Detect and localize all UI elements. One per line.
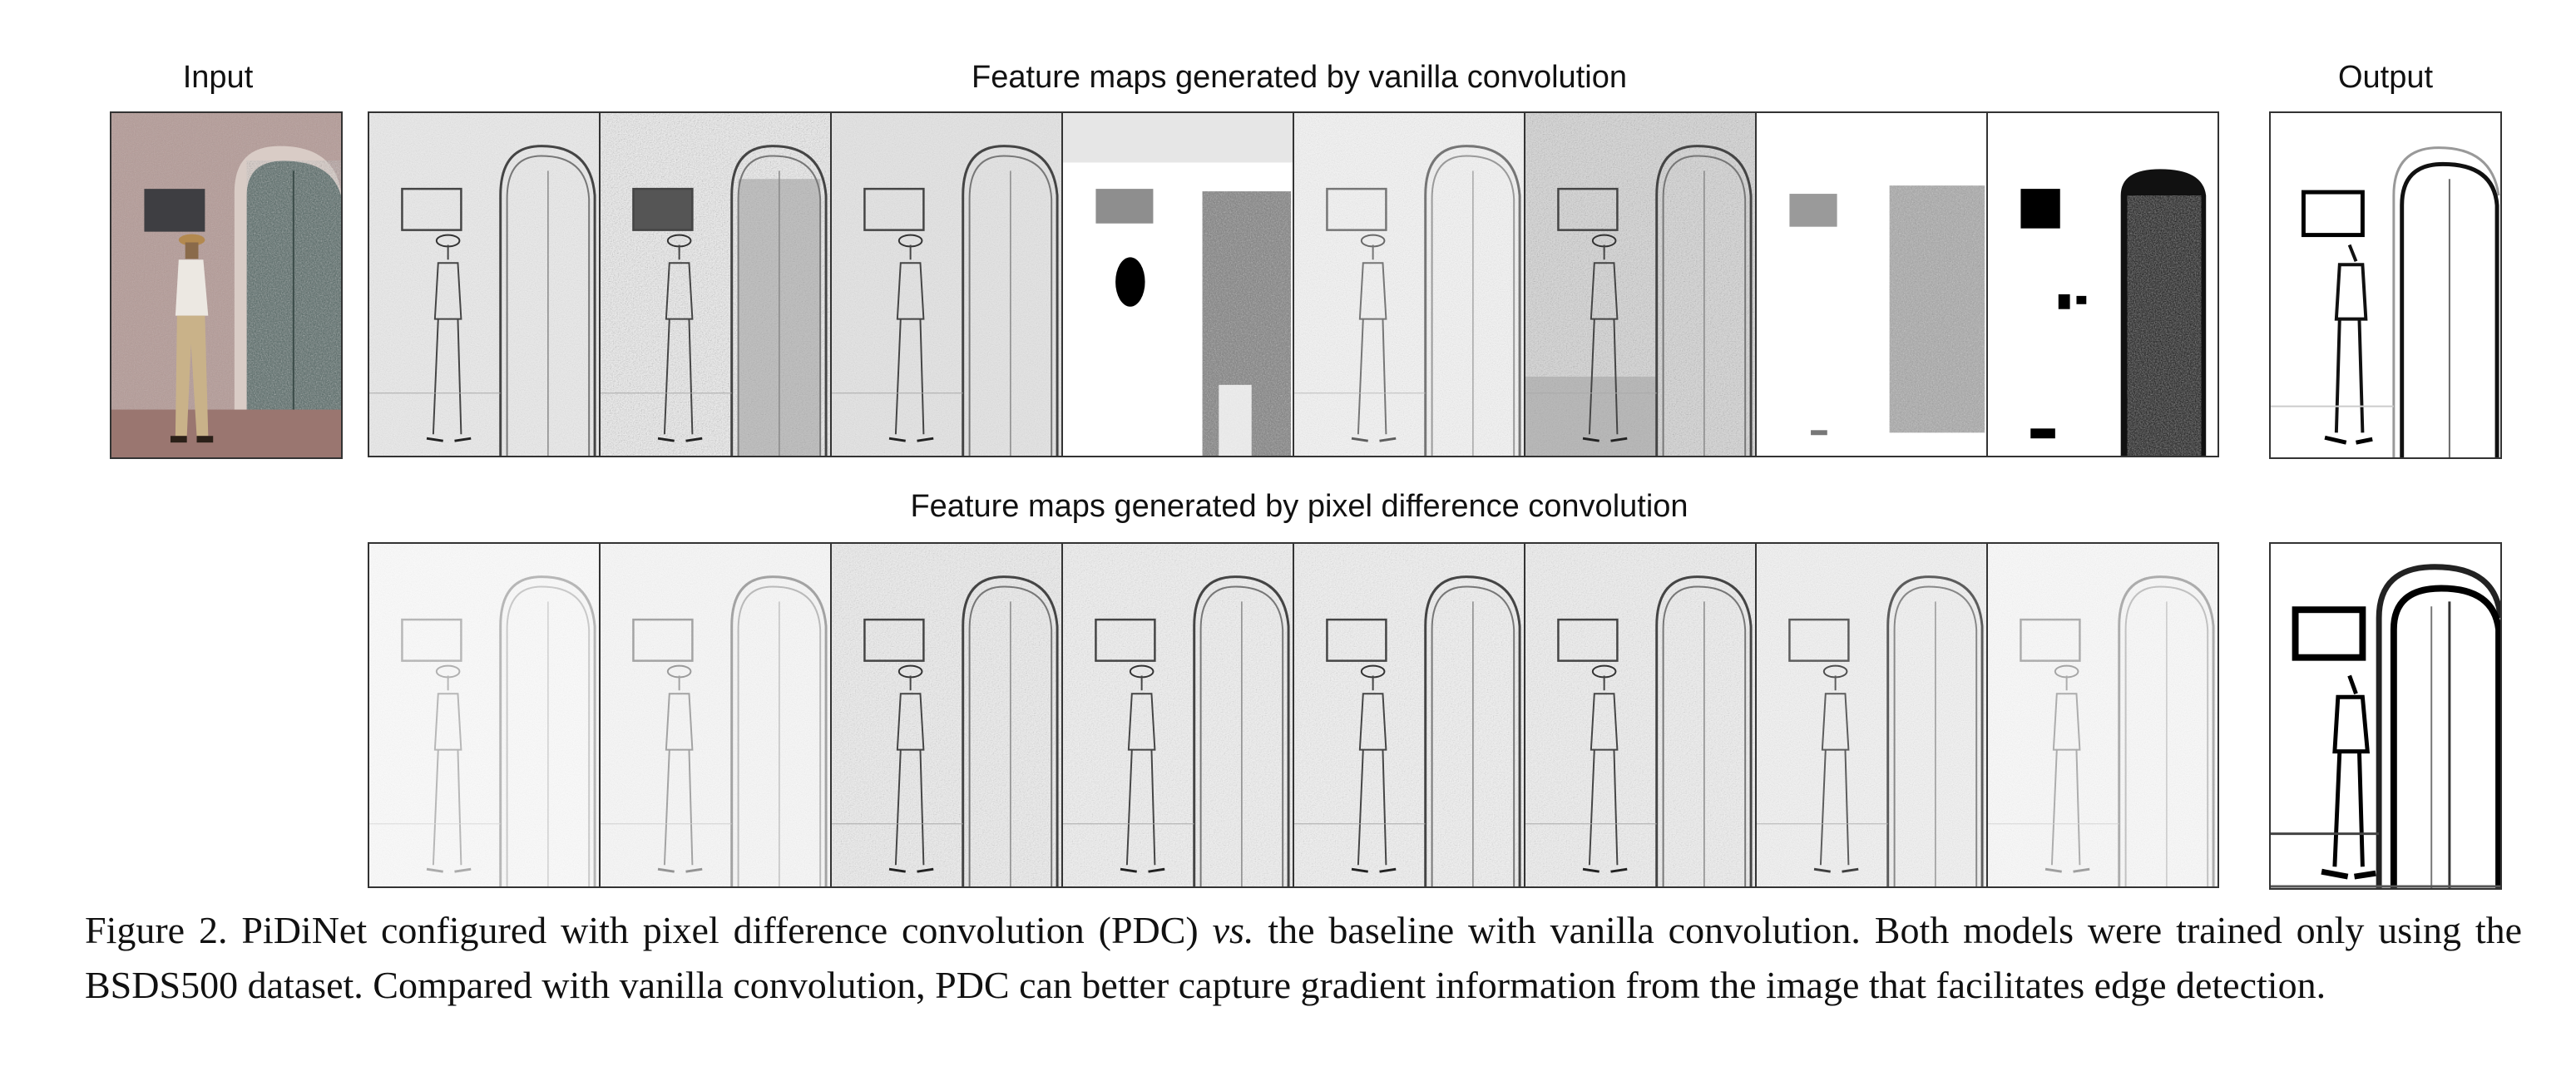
pdc-feature-map bbox=[1755, 542, 1988, 888]
input-header: Input bbox=[182, 60, 254, 95]
pdc-feature-map bbox=[1293, 542, 1525, 888]
caption-label: Figure 2. bbox=[85, 909, 228, 951]
figure-caption: Figure 2. PiDiNet configured with pixel … bbox=[85, 903, 2522, 1013]
pdc-feature-map bbox=[830, 542, 1063, 888]
vanilla-feature-map bbox=[830, 111, 1063, 457]
pdc-feature-map bbox=[368, 542, 601, 888]
pdc-feature-map bbox=[1986, 542, 2219, 888]
vanilla-feature-map bbox=[1986, 111, 2219, 457]
caption-vs: vs. bbox=[1212, 909, 1254, 951]
vanilla-feature-maps-row bbox=[368, 111, 2219, 457]
pdc-feature-maps-row bbox=[368, 542, 2219, 888]
pdc-output-edge-map bbox=[2269, 542, 2502, 890]
output-header: Output bbox=[2337, 60, 2434, 95]
pdc-feature-map bbox=[599, 542, 832, 888]
caption-text-part2: the baseline with vanilla convolution. B… bbox=[85, 909, 2523, 1006]
vanilla-feature-map bbox=[599, 111, 832, 457]
vanilla-feature-maps-header: Feature maps generated by vanilla convol… bbox=[972, 60, 1627, 95]
pdc-feature-map bbox=[1524, 542, 1757, 888]
caption-text-part1: PiDiNet configured with pixel difference… bbox=[241, 909, 1199, 951]
vanilla-feature-map bbox=[1061, 111, 1294, 457]
vanilla-feature-map bbox=[368, 111, 601, 457]
vanilla-feature-map bbox=[1524, 111, 1757, 457]
pdc-feature-maps-header: Feature maps generated by pixel differen… bbox=[910, 489, 1688, 524]
input-photo bbox=[110, 111, 343, 459]
vanilla-feature-map bbox=[1755, 111, 1988, 457]
pdc-feature-map bbox=[1061, 542, 1294, 888]
vanilla-output-edge-map bbox=[2269, 111, 2502, 459]
vanilla-feature-map bbox=[1293, 111, 1525, 457]
